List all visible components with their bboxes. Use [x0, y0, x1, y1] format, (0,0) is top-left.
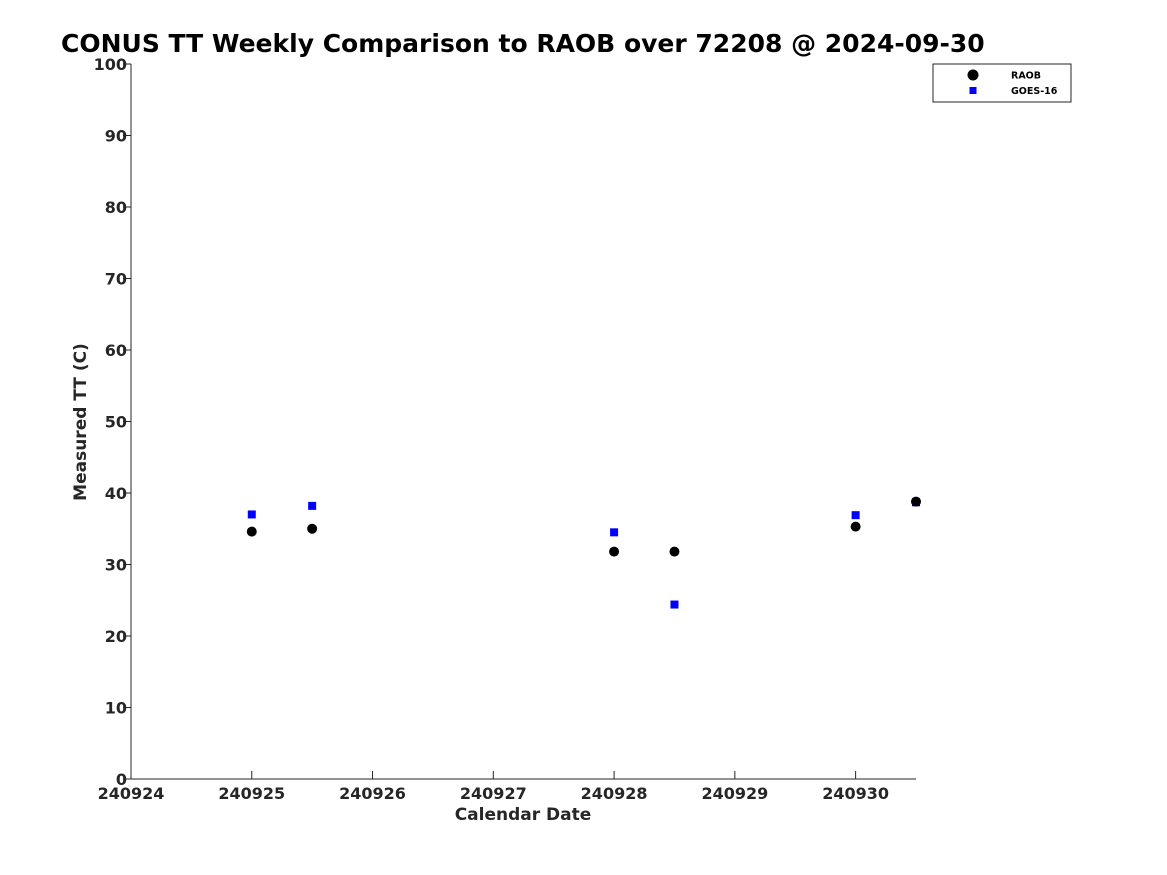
- raob-point: [850, 521, 861, 532]
- legend-marker-raob: [967, 69, 979, 81]
- y-tick-label: 40: [105, 484, 127, 503]
- y-tick-label: 60: [105, 341, 127, 360]
- x-tick-label: 240928: [581, 784, 648, 803]
- chart-title: CONUS TT Weekly Comparison to RAOB over …: [61, 29, 985, 58]
- goes-16-point: [851, 511, 860, 520]
- raob-point: [609, 546, 620, 557]
- legend-label: RAOB: [1011, 71, 1041, 82]
- goes-16-point: [308, 501, 317, 510]
- y-tick-label: 0: [116, 770, 127, 789]
- goes-16-point: [610, 528, 619, 537]
- y-tick-label: 20: [105, 627, 127, 646]
- axes: 0 10 20 30 40 50 60 70 80 90 100 240924 240925 240926…: [94, 55, 916, 803]
- raob-point: [307, 523, 318, 534]
- x-tick-label: 240924: [98, 784, 165, 803]
- y-tick-label: 10: [105, 699, 127, 718]
- y-tick-label: 30: [105, 556, 127, 575]
- x-tick-label: 240930: [822, 784, 889, 803]
- y-tick-label: 100: [94, 55, 127, 74]
- y-tick-label: 90: [105, 127, 127, 146]
- y-tick-label: 80: [105, 198, 127, 217]
- legend-box: [932, 63, 1072, 103]
- goes-16-point: [247, 510, 256, 519]
- raob-point: [669, 546, 680, 557]
- y-axis-label: Measured TT (C): [71, 343, 91, 501]
- legend-marker-goes-16: [969, 87, 977, 94]
- y-tick-label: 50: [105, 413, 127, 432]
- data-points: [246, 496, 921, 609]
- raob-point: [246, 526, 257, 537]
- legend-label: GOES-16: [1011, 86, 1058, 97]
- legend: RAOB GOES-16: [932, 63, 1072, 103]
- x-tick-label: 240926: [339, 784, 406, 803]
- x-axis-label: Calendar Date: [455, 805, 592, 825]
- y-tick-label: 70: [105, 270, 127, 289]
- raob-point: [911, 496, 921, 507]
- x-tick-label: 240927: [460, 784, 527, 803]
- x-tick-label: 240929: [701, 784, 768, 803]
- x-tick-label: 240925: [218, 784, 285, 803]
- goes-16-point: [670, 600, 679, 609]
